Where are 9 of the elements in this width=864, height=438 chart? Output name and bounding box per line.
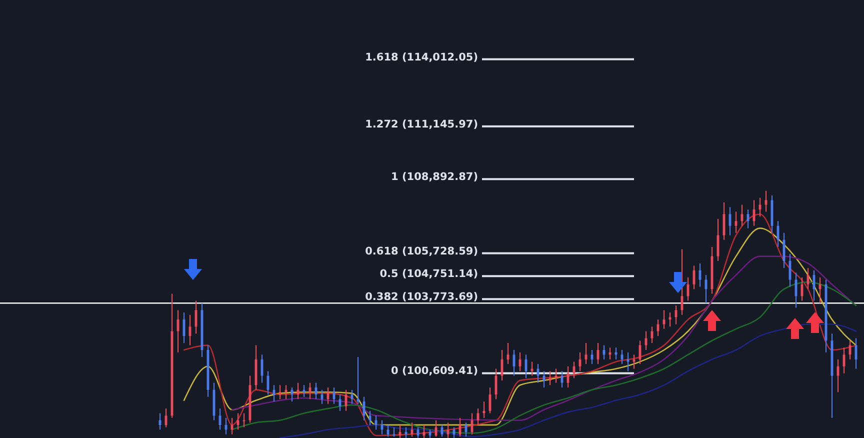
candlestick <box>242 413 246 428</box>
candlestick <box>356 357 360 404</box>
ref-line-label: 0 (100,609.41) <box>391 365 478 378</box>
ref-line-label: 0.618 (105,728.59) <box>365 245 478 258</box>
ref-line-label: 0.382 (103,773.69) <box>365 291 478 304</box>
ref-line-label: 1 (108,892.87) <box>391 171 478 184</box>
ref-line-label: 0.5 (104,751.14) <box>380 268 478 280</box>
ref-line-label: 1.618 (114,012.05) <box>365 51 478 64</box>
ref-line-label: 1.272 (111,145.97) <box>365 118 478 130</box>
